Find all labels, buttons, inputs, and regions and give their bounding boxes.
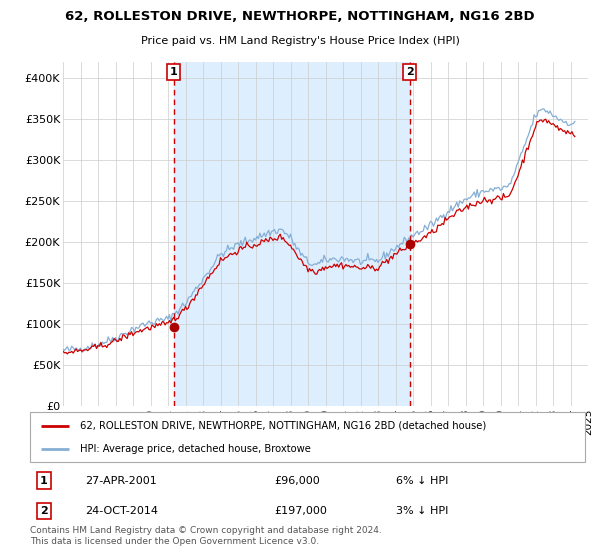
Text: 24-OCT-2014: 24-OCT-2014 xyxy=(86,506,158,516)
FancyBboxPatch shape xyxy=(30,412,585,462)
Text: Contains HM Land Registry data © Crown copyright and database right 2024.
This d: Contains HM Land Registry data © Crown c… xyxy=(30,526,382,546)
Text: 62, ROLLESTON DRIVE, NEWTHORPE, NOTTINGHAM, NG16 2BD: 62, ROLLESTON DRIVE, NEWTHORPE, NOTTINGH… xyxy=(65,11,535,24)
Text: HPI: Average price, detached house, Broxtowe: HPI: Average price, detached house, Brox… xyxy=(80,445,311,454)
Text: 2: 2 xyxy=(406,67,413,77)
Text: Price paid vs. HM Land Registry's House Price Index (HPI): Price paid vs. HM Land Registry's House … xyxy=(140,36,460,46)
Text: £96,000: £96,000 xyxy=(274,475,320,486)
Bar xyxy=(173,62,410,406)
Text: 1: 1 xyxy=(40,475,48,486)
Text: 1: 1 xyxy=(170,67,178,77)
Text: £197,000: £197,000 xyxy=(274,506,327,516)
Text: 62, ROLLESTON DRIVE, NEWTHORPE, NOTTINGHAM, NG16 2BD (detached house): 62, ROLLESTON DRIVE, NEWTHORPE, NOTTINGH… xyxy=(80,421,486,431)
Text: 27-APR-2001: 27-APR-2001 xyxy=(86,475,157,486)
Text: 6% ↓ HPI: 6% ↓ HPI xyxy=(397,475,449,486)
Text: 3% ↓ HPI: 3% ↓ HPI xyxy=(397,506,449,516)
Text: 2: 2 xyxy=(40,506,48,516)
